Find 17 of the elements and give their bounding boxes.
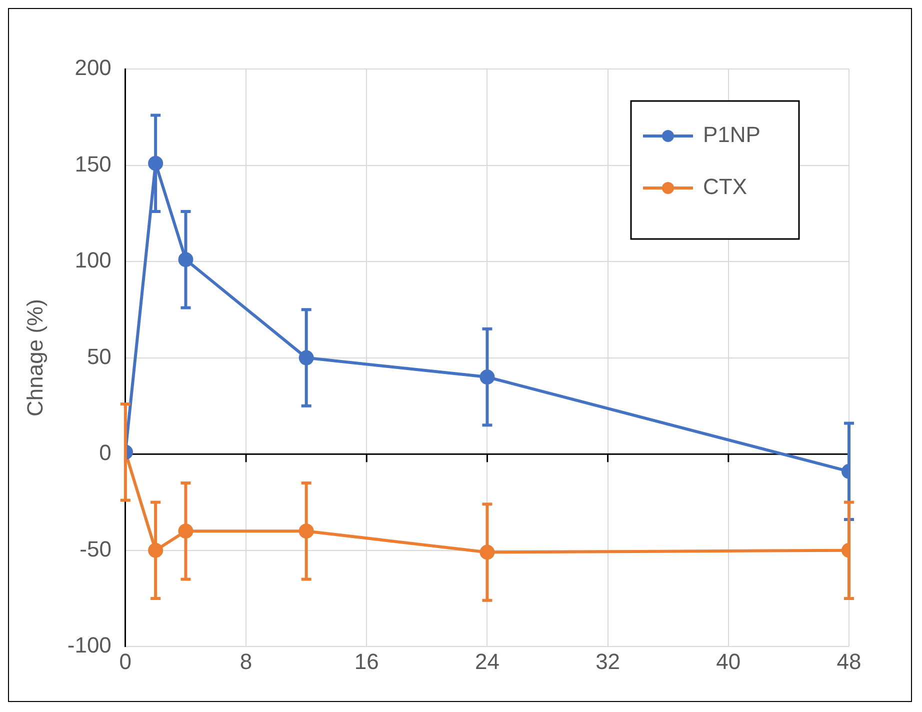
y-tick-label: 150 (74, 151, 112, 176)
y-tick-label: 0 (99, 440, 112, 466)
y-tick-label: 50 (86, 344, 112, 369)
x-tick-label: 48 (836, 648, 862, 674)
y-axis-title: Chnage (%) (22, 299, 48, 416)
y-tick-label: 200 (74, 55, 112, 80)
legend-label: P1NP (703, 122, 760, 148)
x-tick-label: 8 (240, 648, 252, 674)
x-tick-label: 0 (119, 648, 132, 674)
legend-label: CTX (703, 174, 748, 200)
x-tick-label: 32 (596, 648, 620, 674)
y-tick-label: -50 (80, 536, 112, 562)
x-tick-label: 16 (354, 648, 379, 674)
y-tick-label: 100 (74, 248, 112, 273)
y-tick-label: -100 (67, 632, 112, 658)
x-tick-label: 24 (474, 648, 500, 674)
x-tick-label: 40 (716, 648, 741, 674)
